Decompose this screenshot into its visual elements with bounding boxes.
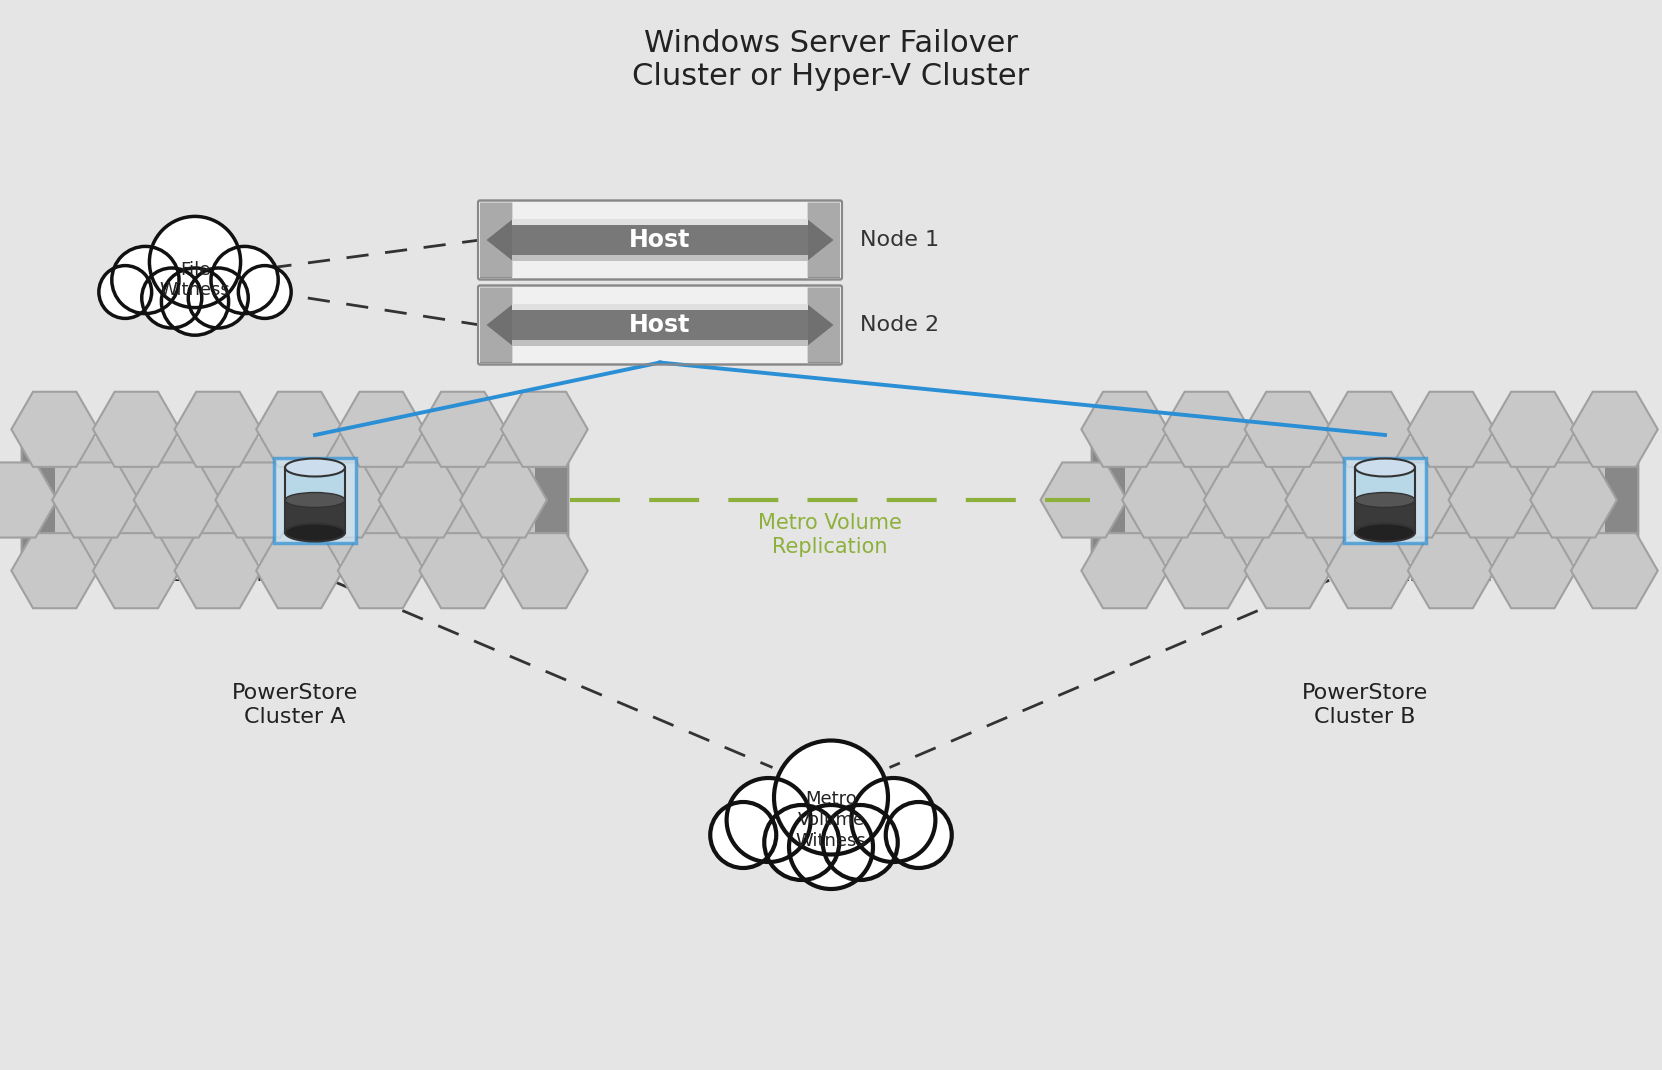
Circle shape xyxy=(98,265,151,319)
FancyBboxPatch shape xyxy=(23,433,57,567)
Polygon shape xyxy=(808,325,839,363)
Bar xyxy=(512,304,808,310)
Ellipse shape xyxy=(284,459,346,476)
Text: Metro Volume
Replication: Metro Volume Replication xyxy=(758,514,902,556)
Text: Host: Host xyxy=(630,228,691,253)
Polygon shape xyxy=(808,202,839,240)
Bar xyxy=(512,255,808,261)
Circle shape xyxy=(161,268,229,335)
Bar xyxy=(502,304,818,346)
Bar xyxy=(1355,468,1414,533)
Circle shape xyxy=(111,246,179,314)
Circle shape xyxy=(141,268,201,328)
Text: Windows Server Failover
Cluster or Hyper-V Cluster: Windows Server Failover Cluster or Hyper… xyxy=(632,29,1030,91)
Text: Node 2: Node 2 xyxy=(859,315,939,335)
Ellipse shape xyxy=(1355,459,1414,476)
Text: PowerStore
Cluster B: PowerStore Cluster B xyxy=(1301,684,1428,727)
Bar xyxy=(284,468,346,533)
Text: Host: Host xyxy=(630,314,691,337)
Polygon shape xyxy=(480,202,512,240)
Text: File
Witness: File Witness xyxy=(160,261,231,300)
Circle shape xyxy=(710,802,776,868)
Ellipse shape xyxy=(284,523,346,541)
Bar xyxy=(480,288,512,363)
Text: Node 1: Node 1 xyxy=(859,230,939,250)
Text: PowerStore
Cluster A: PowerStore Cluster A xyxy=(233,684,357,727)
FancyBboxPatch shape xyxy=(1092,432,1639,568)
FancyBboxPatch shape xyxy=(1345,458,1426,542)
Circle shape xyxy=(851,778,936,862)
FancyBboxPatch shape xyxy=(1094,433,1127,567)
FancyBboxPatch shape xyxy=(479,200,843,279)
Bar xyxy=(512,219,808,226)
Circle shape xyxy=(765,805,839,880)
Bar xyxy=(284,468,346,500)
Bar xyxy=(1125,438,1605,562)
Ellipse shape xyxy=(284,492,346,507)
Polygon shape xyxy=(808,240,839,277)
Circle shape xyxy=(774,740,888,855)
Bar xyxy=(1355,468,1414,500)
FancyBboxPatch shape xyxy=(1604,433,1637,567)
FancyBboxPatch shape xyxy=(479,286,843,365)
Polygon shape xyxy=(480,240,512,277)
Ellipse shape xyxy=(1355,523,1414,541)
Polygon shape xyxy=(480,325,512,363)
Bar xyxy=(808,202,839,277)
FancyBboxPatch shape xyxy=(534,433,567,567)
Circle shape xyxy=(150,216,241,307)
Bar xyxy=(808,288,839,363)
Circle shape xyxy=(211,246,278,314)
FancyBboxPatch shape xyxy=(22,432,568,568)
Polygon shape xyxy=(480,288,512,325)
Text: Preferred
Metro Volume: Preferred Metro Volume xyxy=(138,541,293,585)
Circle shape xyxy=(823,805,897,880)
Circle shape xyxy=(789,805,873,889)
Bar xyxy=(512,339,808,346)
Text: Metro
Volume
Witness: Metro Volume Witness xyxy=(796,791,866,850)
Text: Non-preferred
Metro Volume: Non-preferred Metro Volume xyxy=(1368,541,1522,585)
Polygon shape xyxy=(808,288,839,325)
Bar xyxy=(55,438,535,562)
FancyBboxPatch shape xyxy=(274,458,356,542)
Circle shape xyxy=(238,265,291,319)
Bar xyxy=(480,202,512,277)
Bar xyxy=(502,219,818,261)
Circle shape xyxy=(726,778,811,862)
Circle shape xyxy=(188,268,248,328)
Circle shape xyxy=(886,802,952,868)
Ellipse shape xyxy=(1355,492,1414,507)
